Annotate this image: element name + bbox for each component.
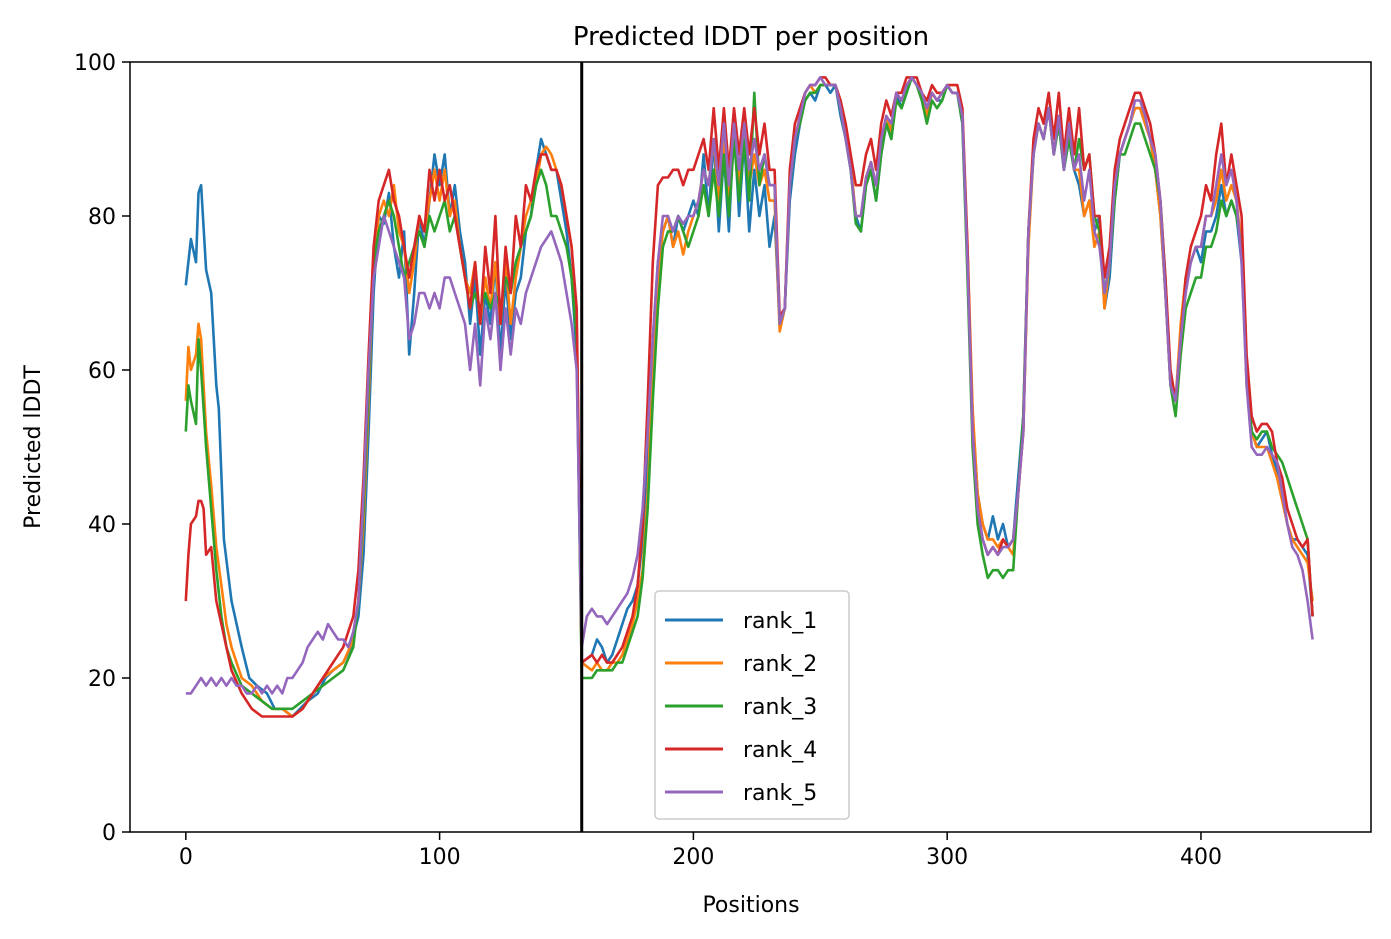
y-axis-title: Predicted lDDT xyxy=(21,365,46,529)
series-line-rank_5 xyxy=(185,76,1314,695)
y-tick-label: 0 xyxy=(102,821,116,846)
legend-label-rank_3: rank_3 xyxy=(743,695,817,720)
y-tick-label: 40 xyxy=(88,513,116,538)
legend: rank_1 rank_2 rank_3 rank_4 rank_5 xyxy=(654,590,850,820)
x-axis: 0 100 200 300 400 xyxy=(179,832,1222,870)
legend-label-rank_4: rank_4 xyxy=(743,738,817,763)
x-tick-label: 400 xyxy=(1180,845,1222,870)
series-line-rank_4 xyxy=(184,76,1314,718)
x-tick-label: 300 xyxy=(926,845,968,870)
y-axis: 0 20 40 60 80 100 xyxy=(74,51,130,846)
x-tick-label: 200 xyxy=(672,845,714,870)
y-tick-label: 100 xyxy=(74,51,116,76)
y-tick-label: 20 xyxy=(88,667,116,692)
series-group xyxy=(184,76,1314,718)
x-tick-label: 100 xyxy=(419,845,461,870)
y-tick-label: 80 xyxy=(88,205,116,230)
x-axis-title: Positions xyxy=(702,893,799,918)
x-tick-label: 0 xyxy=(179,845,193,870)
legend-box xyxy=(654,590,850,820)
legend-label-rank_5: rank_5 xyxy=(743,781,817,806)
chart-title: Predicted lDDT per position xyxy=(573,22,929,52)
legend-label-rank_2: rank_2 xyxy=(743,652,817,677)
y-tick-label: 60 xyxy=(88,359,116,384)
legend-label-rank_1: rank_1 xyxy=(743,609,817,634)
plot-frame xyxy=(129,61,1372,833)
